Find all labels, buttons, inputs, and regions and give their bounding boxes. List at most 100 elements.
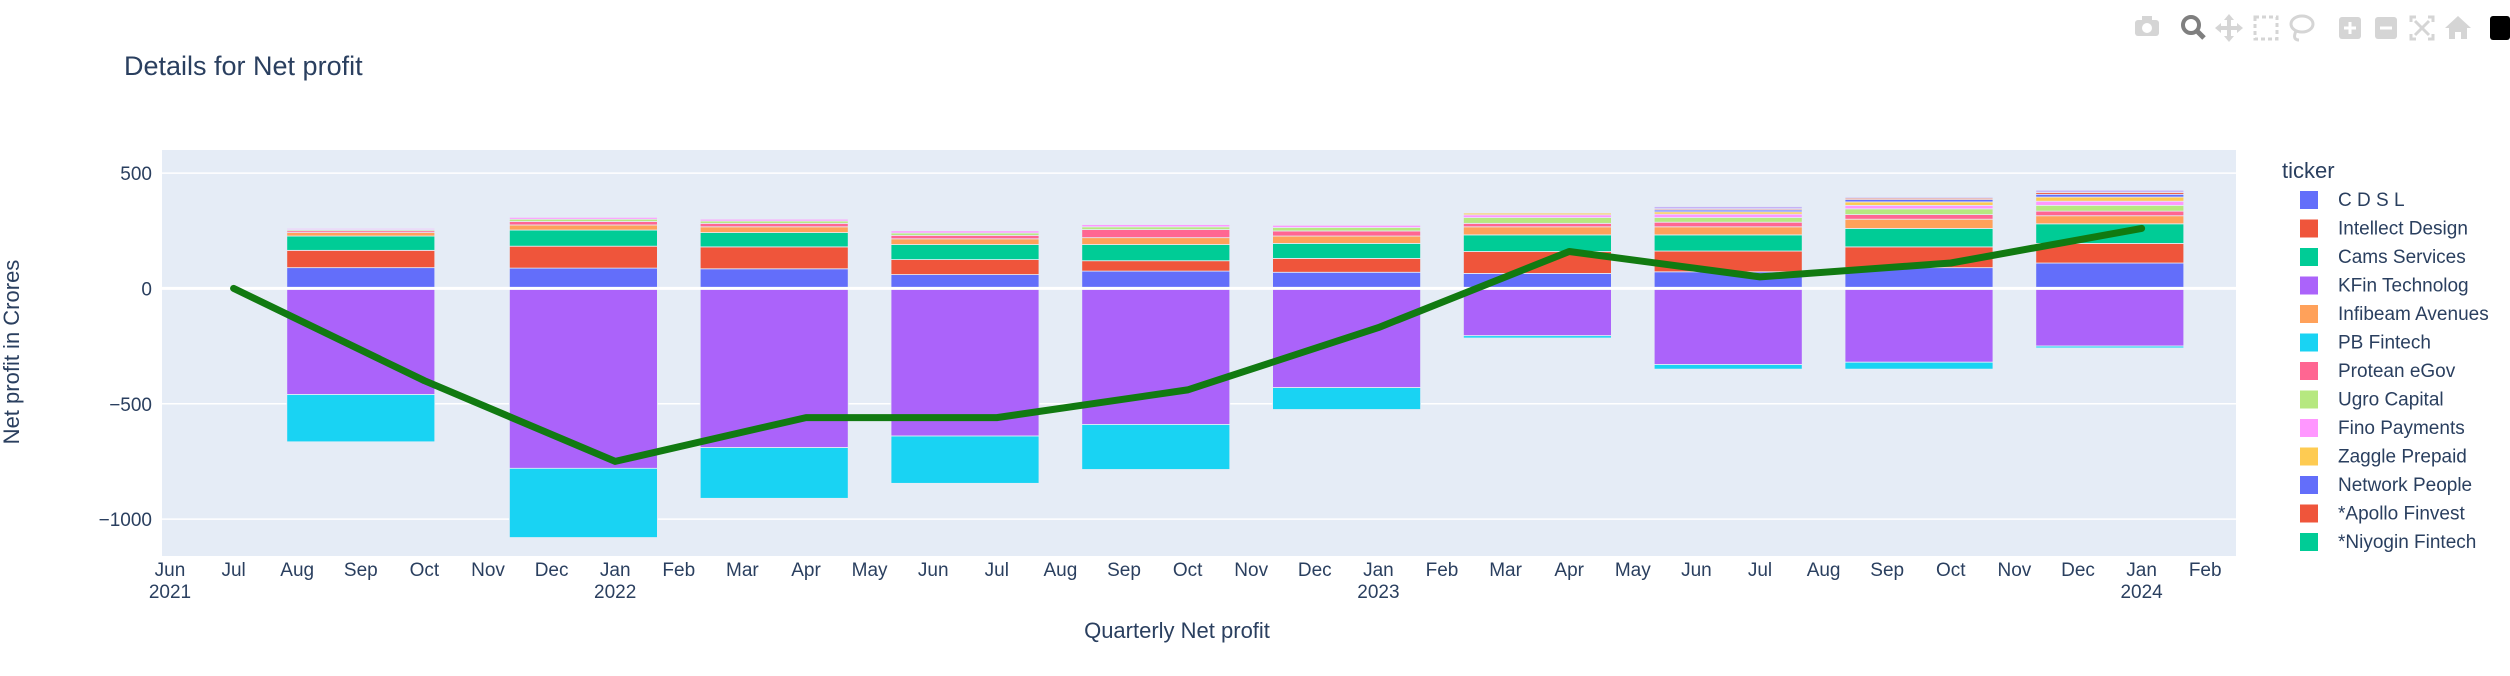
bar-segment: [890, 238, 1040, 245]
x-year-label: 2021: [149, 582, 191, 603]
legend-swatch: [2300, 333, 2318, 352]
autoscale-icon[interactable]: [2409, 15, 2435, 41]
legend-label: Infibeam Avenues: [2338, 304, 2489, 325]
x-tick-label: Feb: [2189, 560, 2222, 581]
modebar: [2135, 14, 2510, 42]
x-tick-label: Feb: [1426, 560, 1459, 581]
bar-segment: [508, 245, 658, 269]
bar-segment: [1081, 229, 1231, 239]
legend-item[interactable]: Zaggle Prepaid: [2300, 447, 2467, 468]
bar-segment: [890, 244, 1040, 260]
x-tick-label: Apr: [1554, 560, 1584, 581]
reset-axes-icon[interactable]: [2445, 16, 2471, 39]
bar-segment: [1081, 260, 1231, 272]
y-tick-label: 0: [141, 279, 152, 300]
bar-segment: [1844, 288, 1994, 363]
x-tick-label: Dec: [2061, 560, 2095, 581]
x-tick-label: Dec: [535, 560, 569, 581]
bar-segment: [2035, 215, 2185, 225]
legend-item[interactable]: Protean eGov: [2300, 361, 2456, 382]
box-select-icon[interactable]: [2253, 15, 2279, 41]
legend-item[interactable]: Intellect Design: [2300, 219, 2468, 240]
legend-label: Fino Payments: [2338, 418, 2465, 439]
bar-segment: [1081, 226, 1231, 230]
bar-segment: [1081, 223, 1231, 225]
legend-item[interactable]: *Niyogin Fintech: [2300, 532, 2476, 553]
x-tick-label: Feb: [662, 560, 695, 581]
bar-segment: [1463, 288, 1612, 337]
x-year-label: 2024: [2120, 582, 2163, 603]
y-axis-ticks: 500 0 −500 −1000: [99, 164, 152, 531]
x-tick-label: Jul: [221, 560, 245, 581]
legend-item[interactable]: Network People: [2300, 475, 2472, 496]
bar-segment: [1463, 226, 1612, 236]
bar-segment: [2035, 196, 2185, 202]
bar-segment: [2035, 200, 2185, 206]
bar-segment: [508, 216, 658, 220]
legend-item[interactable]: Ugro Capital: [2300, 390, 2444, 411]
y-axis-title: Net profit in Crores: [0, 260, 24, 445]
legend-item[interactable]: KFin Technolog: [2300, 276, 2469, 297]
legend-swatch: [2300, 276, 2318, 295]
logo-box: [2490, 16, 2510, 40]
bar-segment: [508, 229, 658, 247]
x-tick-label: Jan: [1363, 560, 1394, 581]
bar-segment: [286, 228, 436, 230]
legend-item[interactable]: Cams Services: [2300, 247, 2466, 268]
bar-segment: [1272, 243, 1421, 259]
legend-label: Zaggle Prepaid: [2338, 447, 2467, 468]
bar-segment: [890, 229, 1040, 232]
x-axis-ticks: Jun Jul Aug Sep Oct Nov Dec Jan Feb Mar Apr May Jun J…: [149, 560, 2222, 603]
bar-segment: [286, 394, 436, 443]
zoom-lens: [2181, 15, 2201, 35]
bar-segment: [890, 435, 1040, 484]
pan-icon[interactable]: [2215, 14, 2243, 42]
bar-segment: [1463, 234, 1612, 252]
x-tick-label: Nov: [471, 560, 505, 581]
legend-item[interactable]: *Apollo Finvest: [2300, 504, 2465, 525]
bar-segment: [1653, 213, 1803, 218]
bar-segment: [1653, 364, 1803, 370]
x-tick-label: Sep: [1870, 560, 1904, 581]
zoom-out-icon[interactable]: [2375, 17, 2397, 39]
y-tick-label: −500: [109, 395, 152, 416]
legend-item[interactable]: C D S L: [2300, 190, 2405, 211]
plotly-logo-icon[interactable]: [2490, 16, 2510, 40]
zoom-icon[interactable]: [2181, 15, 2206, 40]
bar-segment: [1844, 204, 1994, 210]
zoom-in-icon[interactable]: [2339, 17, 2361, 39]
legend-label: *Niyogin Fintech: [2338, 532, 2476, 553]
x-tick-label: May: [852, 560, 888, 581]
bar-segment: [1653, 226, 1803, 236]
bar-segment: [286, 232, 436, 237]
bar-segment: [2035, 189, 2185, 193]
bar-segment: [890, 259, 1040, 275]
x-axis-title: Quarterly Net profit: [1084, 618, 1270, 643]
x-tick-label: Aug: [1043, 560, 1077, 581]
bar-segment: [1653, 206, 1803, 210]
camera-icon[interactable]: [2135, 16, 2159, 36]
x-tick-label: Jul: [985, 560, 1009, 581]
bar-segment: [1653, 234, 1803, 252]
legend-label: Cams Services: [2338, 247, 2466, 268]
x-tick-label: Nov: [1998, 560, 2032, 581]
legend-swatch: [2300, 504, 2318, 523]
x-tick-label: Aug: [280, 560, 314, 581]
x-tick-label: Jan: [600, 560, 631, 581]
x-tick-label: Jan: [2126, 560, 2157, 581]
total-line-path: [230, 224, 2146, 465]
lasso-icon[interactable]: [2289, 14, 2315, 42]
bar-segment: [508, 267, 658, 289]
legend-item[interactable]: Fino Payments: [2300, 418, 2465, 439]
bar-segment: [1272, 387, 1421, 410]
legend-item[interactable]: PB Fintech: [2300, 333, 2431, 354]
bar-segment: [1463, 214, 1612, 218]
bar-segment: [508, 288, 658, 469]
y-tick-label: 500: [120, 164, 152, 185]
x-tick-label: May: [1615, 560, 1651, 581]
bar-segment: [1844, 214, 1994, 220]
x-tick-label: Mar: [726, 560, 759, 581]
legend-item[interactable]: Infibeam Avenues: [2300, 304, 2489, 325]
bar-segment: [286, 267, 436, 289]
